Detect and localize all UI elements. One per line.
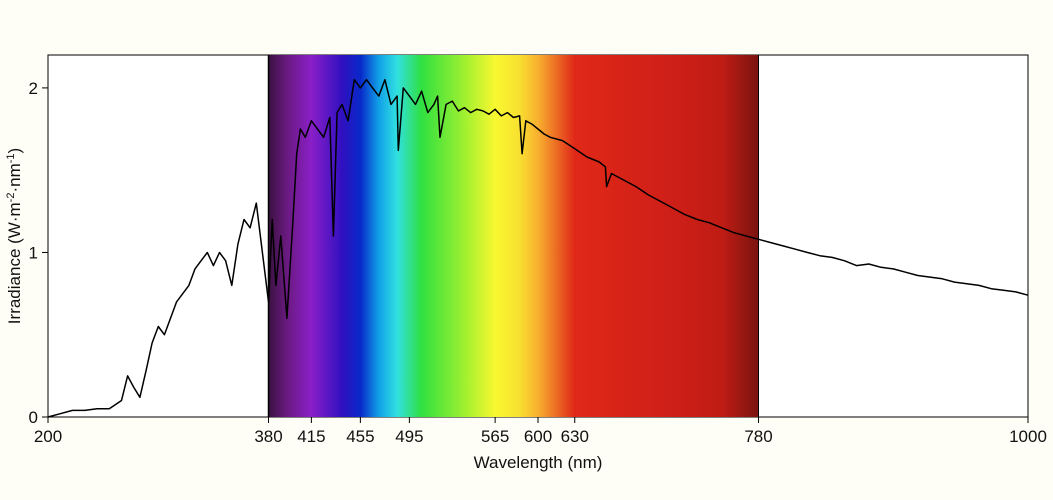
x-tick-label-600: 600 <box>524 427 552 446</box>
y-tick-label-2: 2 <box>29 79 38 98</box>
visible-spectrum-band <box>267 55 759 417</box>
x-tick-label-780: 780 <box>744 427 772 446</box>
x-axis: 200 380 415 455 495 565 600 630 780 1000 <box>34 417 1047 446</box>
y-axis-title: Irradiance (W·m-2·nm-1) <box>5 148 24 324</box>
x-tick-label-455: 455 <box>346 427 374 446</box>
x-tick-label-380: 380 <box>254 427 282 446</box>
x-tick-label-200: 200 <box>34 427 62 446</box>
y-tick-label-1: 1 <box>29 243 38 262</box>
series-line-0 <box>47 78 1029 418</box>
x-tick-label-630: 630 <box>561 427 589 446</box>
series-layer <box>47 78 1029 418</box>
x-tick-label-415: 415 <box>297 427 325 446</box>
x-tick-label-565: 565 <box>481 427 509 446</box>
x-tick-label-495: 495 <box>395 427 423 446</box>
x-axis-title: Wavelength (nm) <box>474 453 603 472</box>
y-axis: 0 1 2 <box>29 79 48 427</box>
spectrum-gradient-rect <box>268 55 759 417</box>
y-tick-label-0: 0 <box>29 408 38 427</box>
x-tick-label-1000: 1000 <box>1009 427 1047 446</box>
